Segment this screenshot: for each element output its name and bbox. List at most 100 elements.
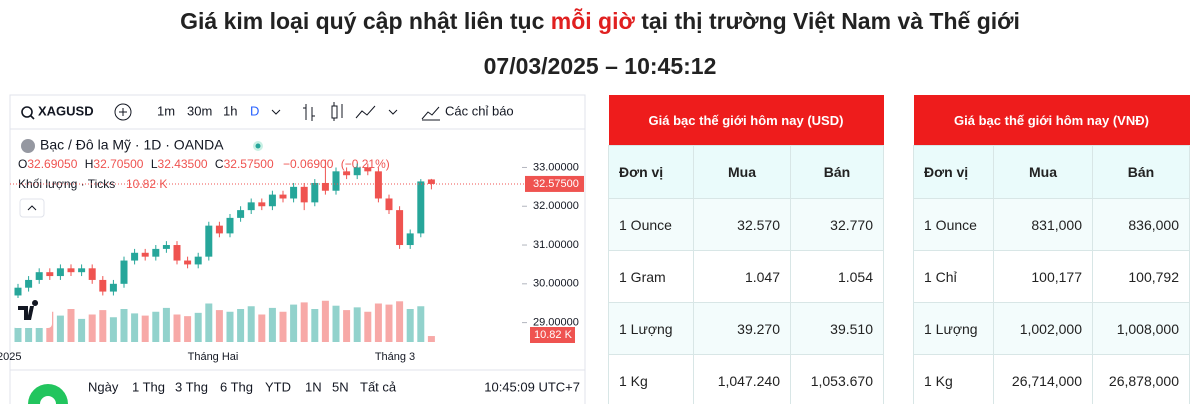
indicators-icon[interactable] bbox=[421, 106, 440, 121]
candle-body bbox=[226, 217, 234, 234]
volume-tag-label: 10.82 K bbox=[534, 329, 573, 341]
volume-bar bbox=[247, 306, 255, 342]
x-label: Tháng Hai bbox=[188, 351, 239, 363]
volume-bar bbox=[406, 309, 414, 342]
volume-bar bbox=[226, 311, 234, 342]
volume-bar bbox=[14, 317, 22, 342]
range-button[interactable]: 6 Thg bbox=[220, 379, 253, 394]
volume-bar bbox=[427, 336, 435, 342]
volume-bar bbox=[131, 313, 139, 342]
floating-icon[interactable] bbox=[28, 384, 68, 404]
table-row: 1 Lượng 39.270 39.510 bbox=[608, 302, 884, 355]
table-cell: 1,053.670 bbox=[790, 354, 884, 404]
range-button[interactable]: YTD bbox=[265, 379, 291, 394]
bars-icon[interactable] bbox=[303, 104, 315, 121]
candle-icon[interactable] bbox=[331, 102, 343, 121]
candle-body bbox=[385, 198, 393, 211]
legend-open: 32.69050 bbox=[27, 157, 77, 171]
legend-low: 32.43500 bbox=[158, 157, 208, 171]
title-text: tại thị trường Việt Nam và Thế giới bbox=[634, 8, 1020, 34]
y-tick-label: 31.00000 bbox=[533, 239, 579, 251]
interval[interactable]: 1m bbox=[157, 103, 175, 118]
table-cell: 32.570 bbox=[693, 198, 791, 251]
range-button[interactable]: 1N bbox=[305, 379, 322, 394]
collapse-button[interactable] bbox=[19, 198, 45, 218]
table-cell: 1 Chỉ bbox=[913, 250, 994, 303]
collapse-icon bbox=[27, 205, 37, 211]
add-icon bbox=[119, 108, 127, 116]
floating-icon bbox=[40, 396, 56, 404]
table-row: 1 Lượng 1,002,000 1,008,000 bbox=[913, 302, 1190, 355]
column-header: Mua bbox=[693, 145, 791, 199]
range-button[interactable]: Tất cả bbox=[360, 379, 397, 394]
table-cell: 39.270 bbox=[693, 302, 791, 355]
title-text: Giá kim loại quý cập nhật liên tục bbox=[180, 8, 551, 34]
volume-bar bbox=[25, 314, 33, 342]
volume-bar bbox=[311, 309, 319, 342]
volume-bar bbox=[417, 306, 425, 342]
table-cell: 1 Kg bbox=[608, 354, 694, 404]
candle-body bbox=[184, 260, 192, 265]
price-tag-label: 32.57500 bbox=[533, 178, 579, 190]
column-header: Đơn vị bbox=[608, 145, 694, 199]
table-row: 1 Gram 1.047 1.054 bbox=[608, 250, 884, 303]
candle-body bbox=[56, 268, 64, 277]
status-dot bbox=[255, 143, 261, 149]
volume-bar bbox=[78, 318, 86, 342]
table-cell: 1 Ounce bbox=[913, 198, 994, 251]
search-icon[interactable] bbox=[21, 106, 33, 118]
table-cell: 1 Lượng bbox=[608, 302, 694, 355]
usd-table: Giá bạc thế giới hôm nay (USD) Đơn vị Mua… bbox=[608, 95, 884, 404]
column-header: Đơn vị bbox=[913, 145, 994, 199]
interval[interactable]: 30m bbox=[187, 103, 212, 118]
table-cell: 100,177 bbox=[993, 250, 1093, 303]
x-label: Tháng 3 bbox=[375, 351, 415, 363]
candle-body bbox=[406, 233, 414, 246]
line-icon[interactable] bbox=[355, 105, 376, 119]
volume-bar bbox=[290, 304, 298, 342]
range-button[interactable]: 3 Thg bbox=[175, 379, 208, 394]
candle-body bbox=[311, 182, 319, 203]
volume-bar bbox=[300, 302, 308, 342]
indicators[interactable]: Các chỉ báo bbox=[445, 103, 514, 118]
volume-bar bbox=[56, 315, 64, 342]
dropdown-icon[interactable] bbox=[388, 109, 398, 115]
chart-widget: XAGUSD 1m 30m 1h D Các chỉ báo Bạc / Đô … bbox=[0, 94, 586, 404]
range-bar: Ngày 1 Thg 3 Thg 6 Thg YTD 1N 5N Tất cả bbox=[88, 379, 397, 394]
volume-bar bbox=[321, 300, 329, 342]
title-highlight: mỗi giờ bbox=[550, 8, 635, 34]
ohlc-legend: O32.69050 H32.70500 L32.43500 C32.57500 … bbox=[18, 157, 390, 171]
volume-bar bbox=[364, 311, 372, 342]
table-cell: 1,002,000 bbox=[993, 302, 1093, 355]
page-title: Giá kim loại quý cập nhật liên tục mỗi g… bbox=[0, 8, 1200, 35]
range-button[interactable]: 1 Thg bbox=[132, 379, 165, 394]
add-button[interactable] bbox=[114, 103, 132, 121]
volume-title: Khối lượng · Ticks bbox=[18, 177, 115, 191]
volume-bar bbox=[205, 303, 213, 342]
table-cell: 1.054 bbox=[790, 250, 884, 303]
candle-body bbox=[332, 171, 340, 191]
volume-bar bbox=[279, 311, 287, 342]
candle-body bbox=[247, 202, 255, 211]
candle-body bbox=[152, 248, 160, 257]
table-title: Giá bạc thế giới hôm nay (USD) bbox=[608, 95, 884, 146]
table-cell: 1,047.240 bbox=[693, 354, 791, 404]
candle-body bbox=[321, 182, 329, 191]
x-label: 2025 bbox=[0, 351, 21, 363]
candle-body bbox=[46, 272, 54, 277]
interval-active[interactable]: D bbox=[250, 103, 259, 118]
table-row: 1 Chỉ 100,177 100,792 bbox=[913, 250, 1190, 303]
candle-body bbox=[374, 171, 382, 199]
dropdown-icon[interactable] bbox=[271, 109, 281, 115]
range-button[interactable]: Ngày bbox=[88, 379, 119, 394]
column-header: Bán bbox=[1092, 145, 1190, 199]
volume-bar bbox=[120, 309, 128, 342]
volume-bar bbox=[396, 301, 404, 342]
volume-bar bbox=[35, 320, 43, 342]
range-button[interactable]: 5N bbox=[332, 379, 349, 394]
symbol[interactable]: XAGUSD bbox=[38, 103, 94, 118]
volume-bar bbox=[343, 310, 351, 342]
candle-body bbox=[258, 202, 266, 207]
interval[interactable]: 1h bbox=[223, 103, 237, 118]
table-row: 1 Ounce 831,000 836,000 bbox=[913, 198, 1190, 251]
